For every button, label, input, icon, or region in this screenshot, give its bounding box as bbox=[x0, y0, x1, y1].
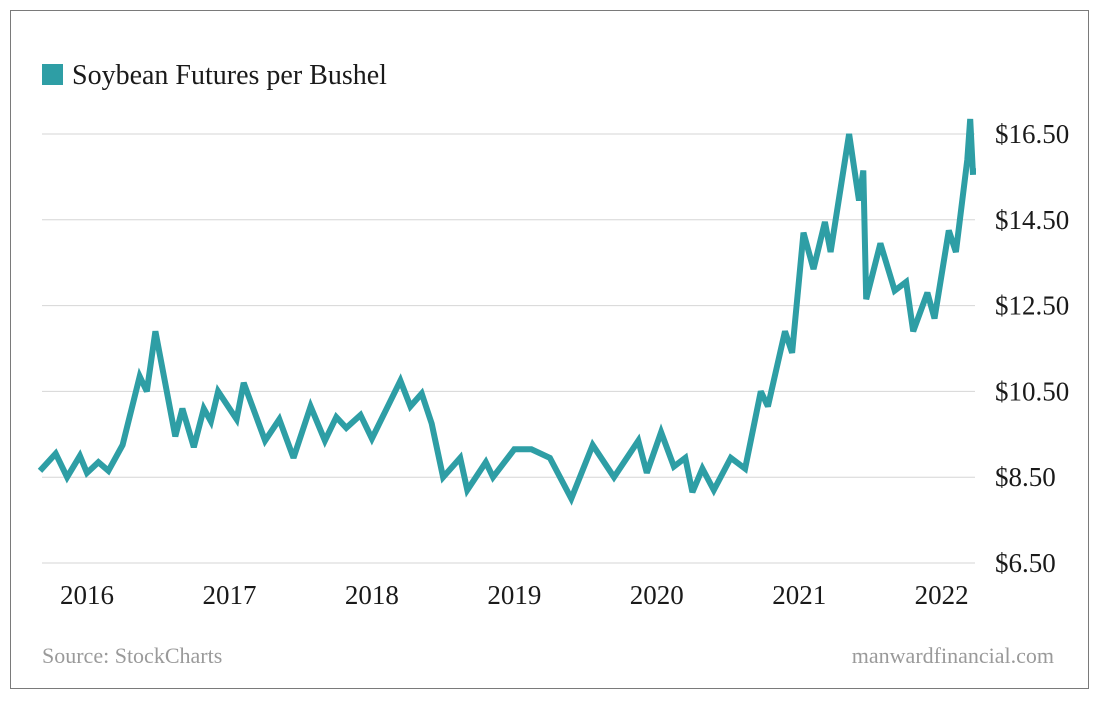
y-tick-label: $8.50 bbox=[995, 462, 1056, 492]
y-tick-label: $12.50 bbox=[995, 291, 1069, 321]
chart-frame bbox=[10, 10, 1089, 689]
series bbox=[37, 118, 976, 506]
x-tick-label: 2017 bbox=[202, 580, 256, 610]
legend-swatch bbox=[42, 64, 63, 85]
legend: Soybean Futures per Bushel bbox=[42, 60, 387, 91]
series-line bbox=[37, 118, 976, 506]
site-label: manwardfinancial.com bbox=[852, 643, 1054, 668]
x-tick-label: 2019 bbox=[487, 580, 541, 610]
y-axis-ticks: $6.50 $8.50 $10.50 $12.50 $14.50 $16.50 bbox=[995, 119, 1069, 578]
legend-label: Soybean Futures per Bushel bbox=[72, 60, 387, 91]
source-label: Source: StockCharts bbox=[42, 643, 222, 668]
x-tick-label: 2018 bbox=[345, 580, 399, 610]
y-tick-label: $14.50 bbox=[995, 205, 1069, 235]
x-tick-label: 2022 bbox=[915, 580, 969, 610]
gridlines bbox=[42, 133, 975, 564]
x-tick-label: 2021 bbox=[772, 580, 826, 610]
y-tick-label: $6.50 bbox=[995, 548, 1056, 578]
x-tick-label: 2020 bbox=[630, 580, 684, 610]
x-axis-ticks: 2016 2017 2018 2019 2020 2021 2022 bbox=[60, 580, 969, 610]
y-tick-label: $10.50 bbox=[995, 376, 1069, 406]
x-tick-label: 2016 bbox=[60, 580, 114, 610]
y-tick-label: $16.50 bbox=[995, 119, 1069, 149]
